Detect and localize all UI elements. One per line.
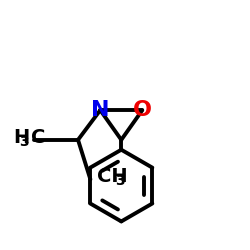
Text: H: H [14,128,30,147]
Text: O: O [133,100,152,120]
Text: C: C [30,128,45,147]
Text: 3: 3 [115,174,125,188]
Text: CH: CH [96,168,127,186]
Text: 3: 3 [19,135,28,149]
Text: N: N [91,100,110,120]
